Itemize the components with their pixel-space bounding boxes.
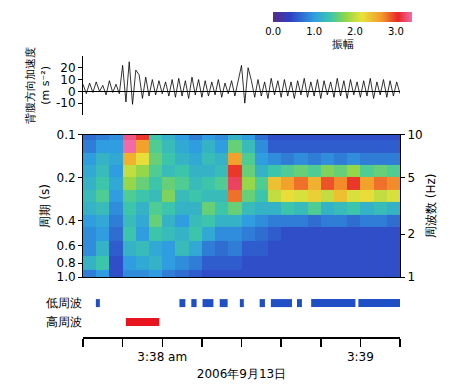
svg-text:0.4: 0.4 [57, 214, 76, 228]
svg-text:高周波: 高周波 [46, 315, 82, 329]
svg-text:2.0: 2.0 [347, 26, 363, 37]
svg-text:0.8: 0.8 [57, 256, 76, 270]
svg-text:2: 2 [407, 227, 415, 241]
svg-text:低周波: 低周波 [46, 296, 82, 310]
svg-text:0.0: 0.0 [265, 26, 281, 37]
svg-text:0: 0 [68, 85, 76, 99]
svg-text:周波数 (Hz): 周波数 (Hz) [424, 174, 438, 239]
svg-text:2006年9月13日: 2006年9月13日 [197, 367, 286, 381]
svg-text:-10: -10 [56, 96, 76, 110]
svg-text:1.0: 1.0 [57, 270, 76, 284]
svg-text:20: 20 [60, 61, 75, 75]
svg-text:0.1: 0.1 [57, 128, 76, 142]
svg-text:3:38 am: 3:38 am [137, 350, 187, 364]
svg-text:0.2: 0.2 [57, 171, 76, 185]
svg-text:周期 (s): 周期 (s) [38, 184, 52, 227]
svg-text:3:39: 3:39 [347, 350, 374, 364]
svg-text:振幅: 振幅 [332, 39, 354, 52]
svg-text:0.6: 0.6 [57, 239, 76, 253]
svg-text:1.0: 1.0 [306, 26, 322, 37]
svg-text:10: 10 [407, 128, 422, 142]
svg-text:10: 10 [60, 73, 75, 87]
svg-text:5: 5 [407, 171, 415, 185]
svg-text:背腹方向加速度(m s⁻²): 背腹方向加速度(m s⁻²) [24, 47, 51, 124]
svg-text:3.0: 3.0 [388, 26, 404, 37]
svg-text:1: 1 [407, 270, 415, 284]
